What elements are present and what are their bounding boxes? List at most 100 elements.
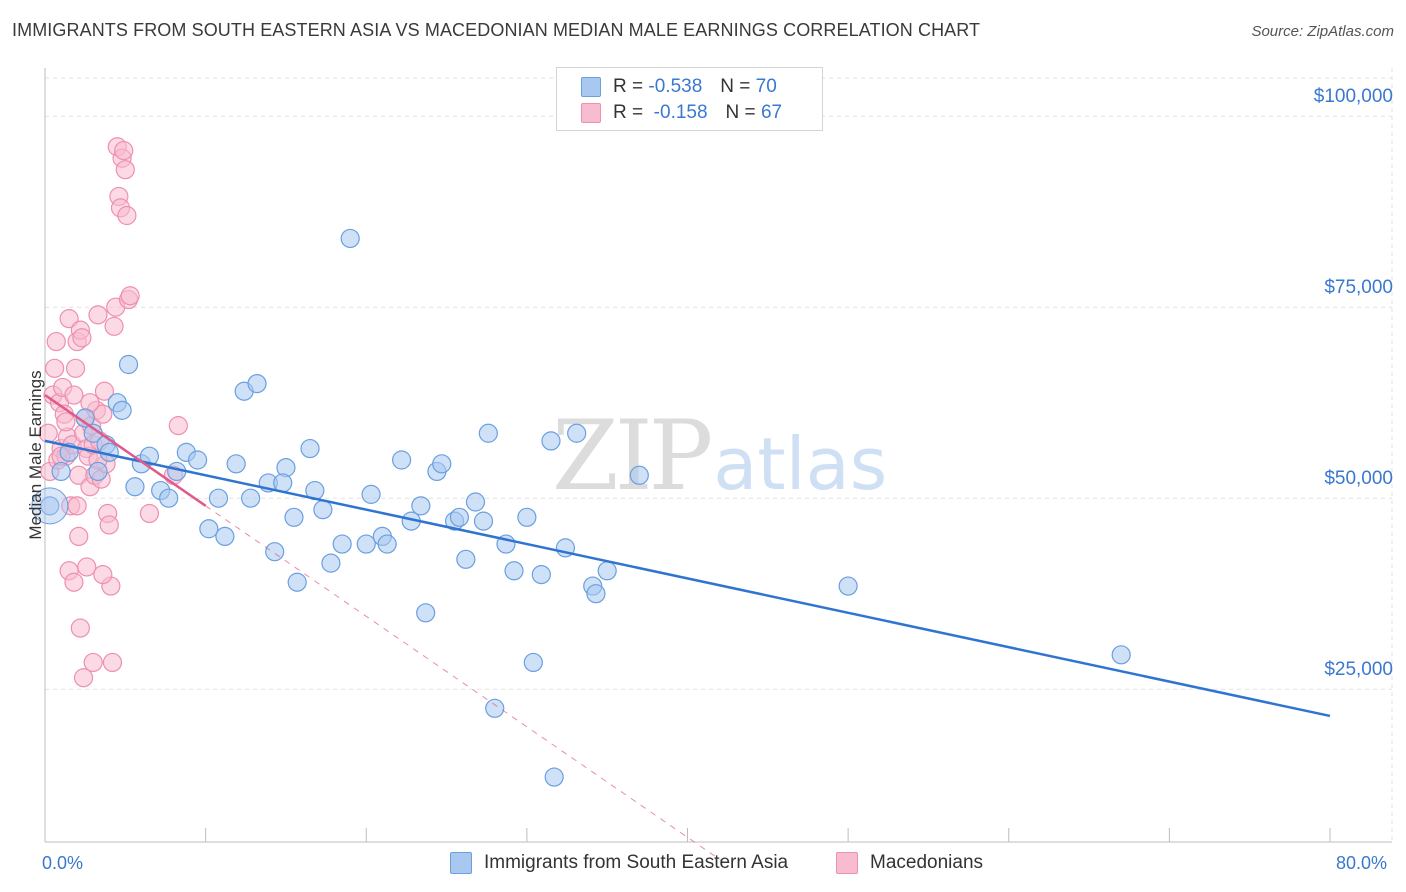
immigrants-point-39	[377, 534, 397, 554]
immigrants-point-26	[265, 542, 285, 562]
immigrants-point-40	[391, 450, 412, 470]
macedonians-point-40	[104, 316, 124, 336]
macedonians-point-53	[70, 618, 90, 638]
immigrants-point-57	[531, 564, 551, 585]
immigrants-point-5	[88, 461, 108, 482]
immigrants-point-42	[411, 496, 431, 516]
macedonians-point-20	[72, 328, 92, 348]
immigrants-point-30	[300, 438, 320, 459]
x-tick-label-min: 0.0%	[42, 853, 84, 873]
immigrants-point-24	[247, 374, 267, 394]
immigrants-point-55	[517, 507, 537, 527]
macedonians-point-56	[83, 652, 103, 673]
immigrants-point-48	[456, 549, 476, 569]
immigrants-point-56	[523, 652, 543, 673]
immigrants-point-45	[432, 454, 452, 474]
immigrants-point-14	[159, 488, 179, 508]
legend-n-label: N =	[725, 102, 756, 123]
immigrants-point-21	[226, 454, 246, 474]
macedonians-point-30	[88, 305, 108, 325]
immigrants-point-32	[313, 500, 333, 520]
x-tick-label-max: 80.0%	[1336, 853, 1388, 873]
immigrants-point-52	[485, 698, 505, 718]
immigrants-point-43	[416, 603, 436, 623]
macedonians-point-4	[46, 331, 66, 352]
macedonians-point-15	[64, 385, 84, 405]
immigrants-point-19	[208, 488, 229, 508]
immigrants-point-61	[567, 423, 587, 443]
macedonians-point-64	[168, 416, 188, 436]
macedonians-point-65	[69, 526, 89, 547]
legend-row-pink: R = -0.158 N = 67	[581, 101, 782, 125]
legend-r-value: -0.158	[653, 102, 708, 123]
series-legend-label: Macedonians	[870, 852, 984, 873]
immigrants-point-54	[504, 561, 524, 581]
macedonians-point-39	[102, 652, 123, 673]
immigrants-point-50	[473, 511, 494, 531]
legend-n-value: 70	[755, 76, 777, 97]
legend-r-label: R =	[613, 102, 644, 123]
macedonians-point-58	[67, 496, 87, 516]
immigrants-point-8	[112, 400, 132, 420]
immigrants-point-20	[215, 526, 235, 547]
y-tick-label-50000: $50,000	[1324, 468, 1393, 489]
macedonians-point-55	[77, 557, 97, 577]
legend-swatch-pink	[581, 103, 601, 123]
chart-title: IMMIGRANTS FROM SOUTH EASTERN ASIA VS MA…	[12, 20, 981, 40]
immigrants-point-58	[541, 431, 561, 451]
immigrants-point-17	[187, 450, 208, 470]
macedonians-point-37	[99, 515, 119, 535]
macedonians-point-52	[64, 572, 84, 592]
macedonians-point-57	[93, 564, 113, 585]
immigrants-point-66	[838, 576, 858, 596]
macedonians-trend-extension	[205, 505, 728, 866]
legend-row-blue: R = -0.538 N = 70	[581, 75, 777, 99]
macedonians-point-46	[114, 140, 134, 161]
macedonians-point-16	[65, 358, 86, 378]
immigrants-point-49	[465, 492, 486, 512]
legend-swatch-blue	[581, 77, 601, 97]
immigrants-point-0	[40, 496, 60, 516]
immigrants-point-18	[199, 519, 219, 539]
series-legend-label: Immigrants from South Eastern Asia	[484, 852, 789, 873]
immigrants-point-23	[241, 488, 261, 508]
series-legend-item-macedonians[interactable]: Macedonians	[836, 852, 983, 874]
immigrants-point-35	[340, 228, 360, 249]
y-tick-label-100000: $100,000	[1313, 86, 1393, 107]
macedonians-point-54	[73, 668, 94, 688]
legend-n-label: N =	[720, 76, 751, 97]
legend-r-value: -0.538	[648, 76, 703, 97]
y-tick-label-25000: $25,000	[1324, 659, 1393, 680]
immigrants-point-9	[118, 354, 139, 375]
immigrants-point-10	[125, 477, 145, 497]
watermark-zip: ZIP	[552, 400, 713, 512]
immigrants-point-67	[1111, 645, 1131, 665]
watermark-atlas: atlas	[713, 422, 888, 506]
immigrants-point-large	[31, 487, 69, 525]
series-legend: Immigrants from South Eastern Asia Maced…	[0, 852, 1406, 878]
immigrants-trend-line	[44, 439, 1331, 718]
legend-r-label: R =	[613, 76, 644, 97]
immigrants-point-29	[287, 572, 307, 592]
series-legend-item-immigrants[interactable]: Immigrants from South Eastern Asia	[450, 852, 788, 874]
series-swatch-blue	[450, 852, 472, 874]
immigrants-point-37	[361, 484, 381, 504]
macedonians-point-34	[94, 381, 115, 401]
y-tick-label-75000: $75,000	[1324, 277, 1393, 298]
macedonians-point-50	[120, 286, 140, 306]
immigrants-point-1	[51, 461, 71, 482]
y-axis-title: Median Male Earnings	[26, 370, 45, 540]
source-label: Source: ZipAtlas.com	[1251, 23, 1394, 40]
immigrants-point-12	[139, 446, 160, 466]
immigrants-point-33	[321, 553, 341, 573]
immigrants-point-64	[597, 561, 617, 581]
immigrants-point-47	[449, 507, 470, 527]
immigrants-point-28	[284, 507, 304, 527]
immigrants-point-36	[356, 534, 376, 554]
legend-n-value: 67	[760, 102, 783, 123]
macedonians-point-60	[56, 412, 76, 432]
macedonians-point-47	[115, 160, 135, 180]
macedonians-point-48	[117, 205, 137, 226]
series-swatch-pink	[836, 852, 858, 874]
